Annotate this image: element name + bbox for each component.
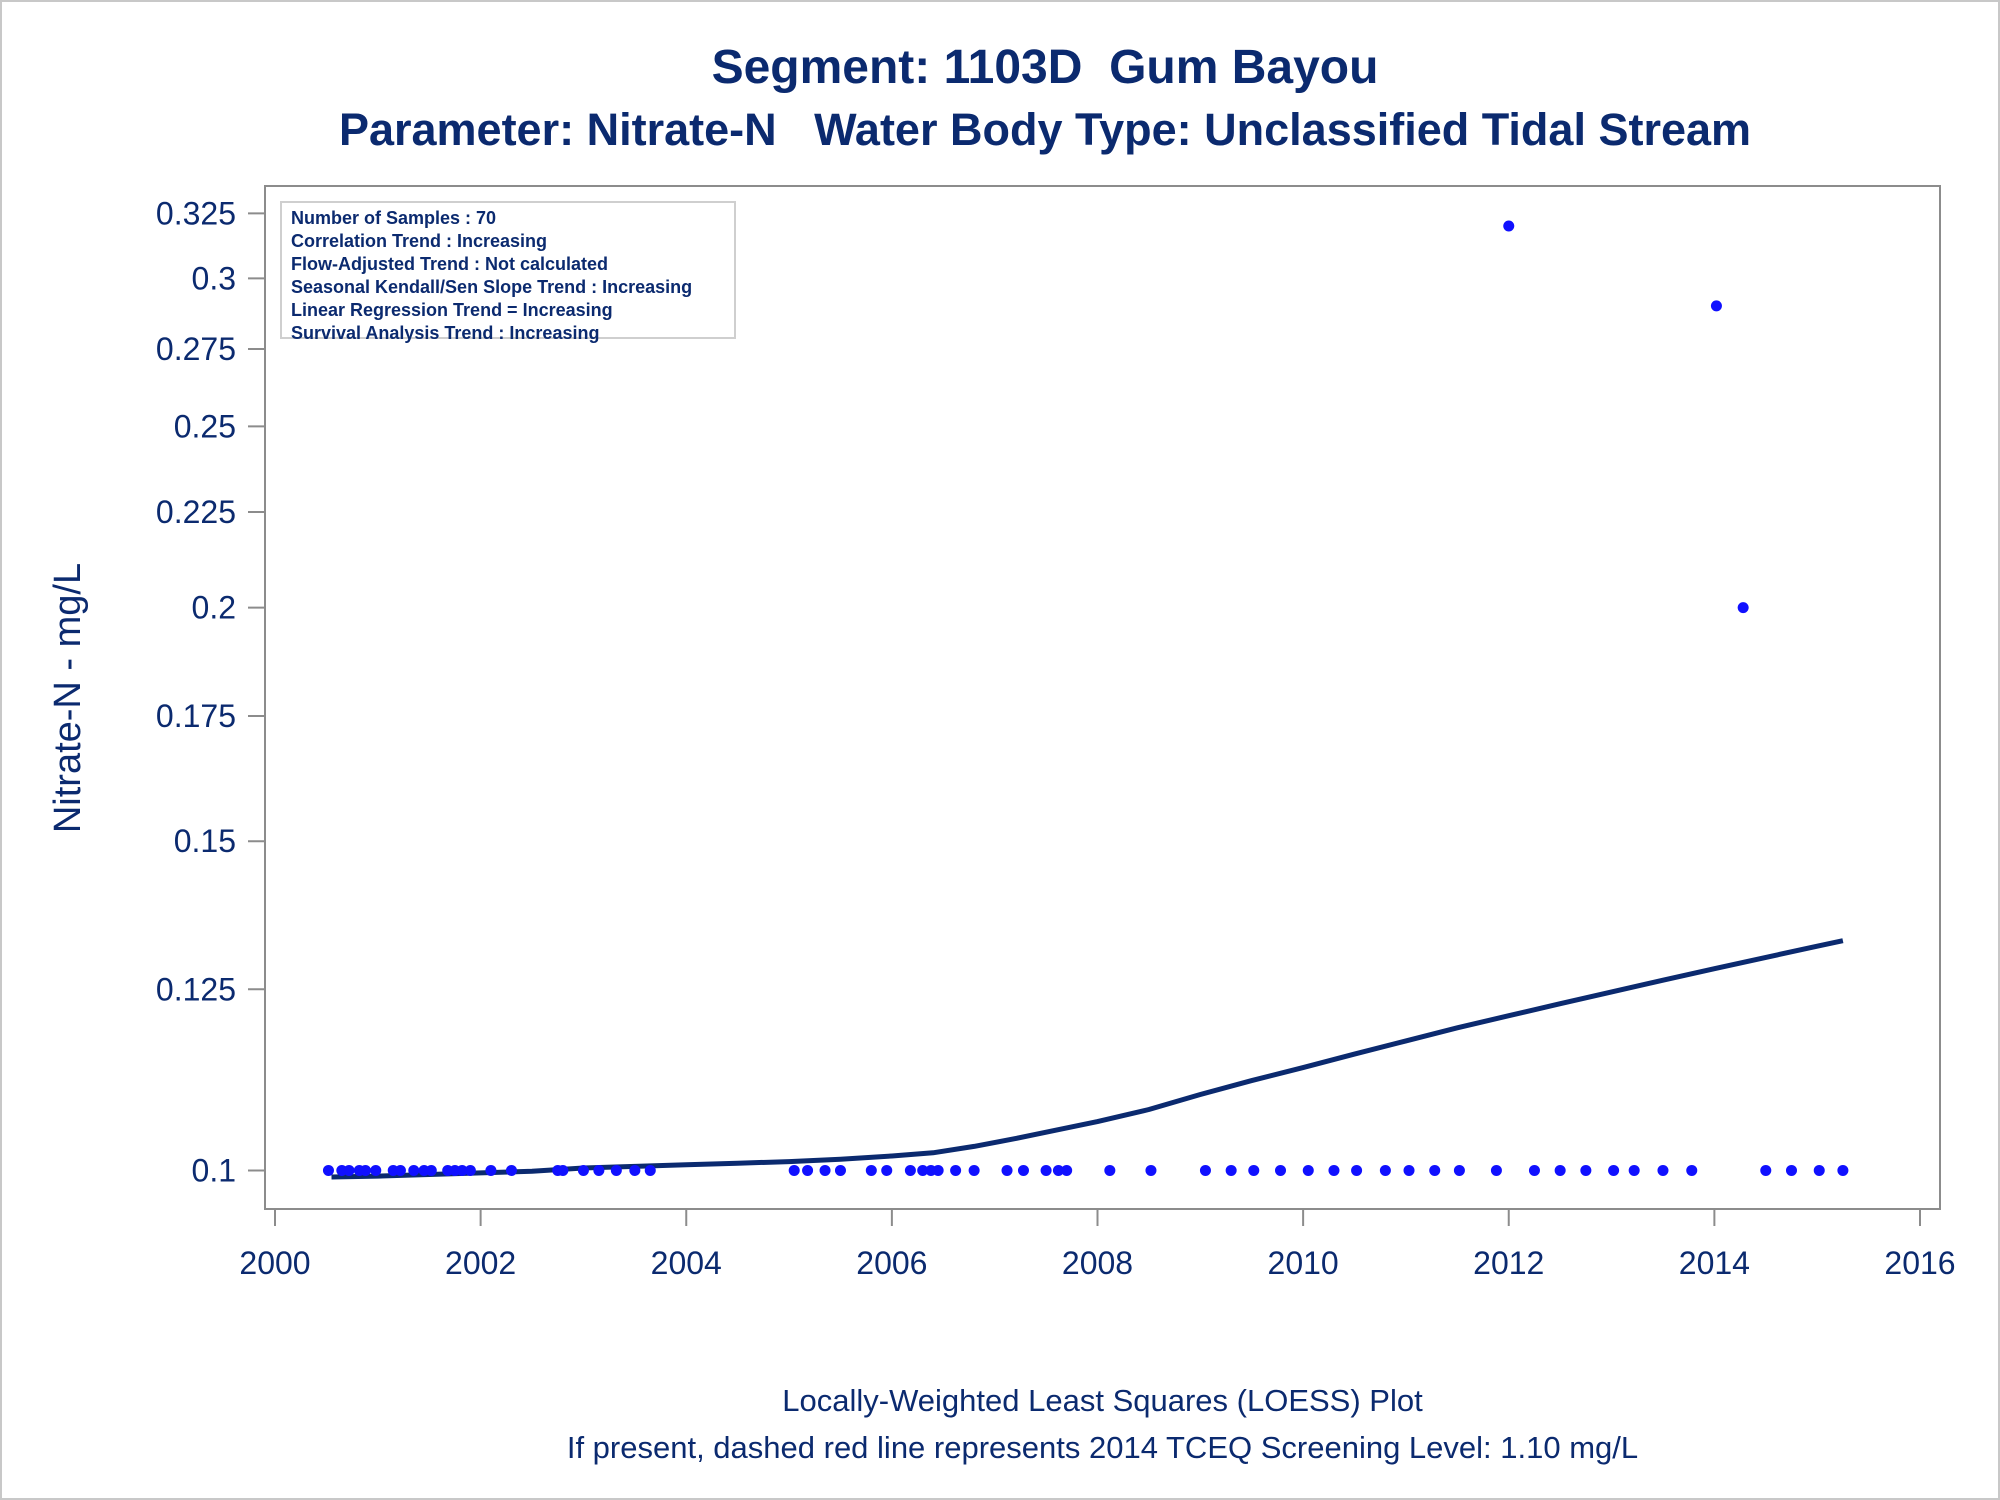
data-point [1040, 1164, 1052, 1176]
data-point [1061, 1164, 1073, 1176]
data-point [408, 1164, 420, 1176]
data-point [1785, 1164, 1797, 1176]
data-point [1580, 1164, 1592, 1176]
data-point [644, 1164, 656, 1176]
data-point [1628, 1164, 1640, 1176]
data-point [557, 1164, 569, 1176]
data-point [1403, 1164, 1415, 1176]
y-tick-label: 0.225 [156, 494, 236, 530]
y-tick-label: 0.1 [192, 1152, 236, 1188]
data-point [1302, 1164, 1314, 1176]
y-tick-label: 0.275 [156, 331, 236, 367]
data-point [802, 1164, 814, 1176]
info-sample-count: Number of Samples : 70 [291, 208, 497, 228]
data-point [343, 1164, 355, 1176]
data-point [1837, 1164, 1849, 1176]
data-point [610, 1164, 622, 1176]
data-point [904, 1164, 916, 1176]
data-point [456, 1164, 468, 1176]
data-point [932, 1164, 944, 1176]
data-point [1490, 1164, 1502, 1176]
x-tick-label: 2006 [856, 1245, 927, 1281]
data-point [1052, 1164, 1064, 1176]
data-point [1225, 1164, 1237, 1176]
chart-title: Segment: 1103D Gum Bayou [711, 41, 1379, 94]
x-tick-label: 2000 [239, 1245, 310, 1281]
y-axis-label: Nitrate-N - mg/L [47, 563, 89, 833]
info-correlation-trend: Correlation Trend : Increasing [291, 231, 548, 251]
data-point [1351, 1164, 1363, 1176]
data-point [1275, 1164, 1287, 1176]
data-point [1760, 1164, 1772, 1176]
y-tick-label: 0.325 [156, 195, 236, 231]
x-tick-label: 2014 [1679, 1245, 1750, 1281]
loess-curve-group [331, 938, 1844, 1180]
x-tick-label: 2016 [1884, 1245, 1955, 1281]
y-tick-label: 0.2 [192, 590, 236, 626]
data-point [1813, 1164, 1825, 1176]
y-tick-label: 0.3 [192, 260, 236, 296]
data-point [881, 1164, 893, 1176]
data-point [1429, 1164, 1441, 1176]
info-flow-adjusted-trend: Flow-Adjusted Trend : Not calculated [291, 254, 609, 274]
data-point [322, 1164, 334, 1176]
y-tick-label: 0.175 [156, 698, 236, 734]
sample-points [322, 220, 1849, 1176]
data-point [1608, 1164, 1620, 1176]
plot-frame [264, 185, 1941, 1210]
data-point [370, 1164, 382, 1176]
data-point [1104, 1164, 1116, 1176]
y-tick-label: 0.125 [156, 971, 236, 1007]
data-point [593, 1164, 605, 1176]
trend-info-box: Number of Samples : 70 Correlation Trend… [280, 201, 736, 343]
data-point [1001, 1164, 1013, 1176]
y-tick-label: 0.15 [174, 823, 236, 859]
data-point [425, 1164, 437, 1176]
data-point [819, 1164, 831, 1176]
data-point [1710, 300, 1722, 312]
data-point [950, 1164, 962, 1176]
data-point [485, 1164, 497, 1176]
data-point [577, 1164, 589, 1176]
data-point [1657, 1164, 1669, 1176]
data-point [394, 1164, 406, 1176]
x-tick-label: 2012 [1473, 1245, 1544, 1281]
data-point [1145, 1164, 1157, 1176]
data-point [1248, 1164, 1260, 1176]
data-point [917, 1164, 929, 1176]
chart-subtitle: Parameter: Nitrate-N Water Body Type: Un… [338, 104, 1752, 155]
info-survival-analysis-trend: Survival Analysis Trend : Increasing [291, 323, 600, 343]
data-point [1453, 1164, 1465, 1176]
data-point [834, 1164, 846, 1176]
data-point [505, 1164, 517, 1176]
y-tick-label: 0.25 [174, 408, 236, 444]
x-axis: 2000 2002 2004 2006 2008 2010 2012 2014 2016 [239, 1209, 1956, 1281]
data-point [1199, 1164, 1211, 1176]
x-tick-label: 2010 [1268, 1245, 1339, 1281]
info-seasonal-kendall-trend: Seasonal Kendall/Sen Slope Trend : Incre… [291, 277, 693, 297]
data-point [1686, 1164, 1698, 1176]
data-point [1503, 220, 1515, 232]
info-linear-regression-trend: Linear Regression Trend = Increasing [291, 300, 613, 320]
data-point [359, 1164, 371, 1176]
data-point [1528, 1164, 1540, 1176]
data-point [788, 1164, 800, 1176]
data-point [968, 1164, 980, 1176]
data-point [1379, 1164, 1391, 1176]
data-point [1017, 1164, 1029, 1176]
x-tick-label: 2002 [445, 1245, 516, 1281]
y-axis: 0.1 0.125 0.15 0.175 0.2 0.225 0.25 0.275 0.3 0.3… [156, 195, 265, 1188]
data-point [1554, 1164, 1566, 1176]
data-point [1737, 602, 1749, 614]
loess-line [331, 938, 1844, 1180]
data-point [865, 1164, 877, 1176]
data-point [629, 1164, 641, 1176]
footnote-method: Locally-Weighted Least Squares (LOESS) P… [782, 1383, 1423, 1418]
x-tick-label: 2004 [651, 1245, 722, 1281]
data-point [1328, 1164, 1340, 1176]
data-point [464, 1164, 476, 1176]
x-tick-label: 2008 [1062, 1245, 1133, 1281]
footnote-screening-level: If present, dashed red line represents 2… [566, 1430, 1639, 1465]
